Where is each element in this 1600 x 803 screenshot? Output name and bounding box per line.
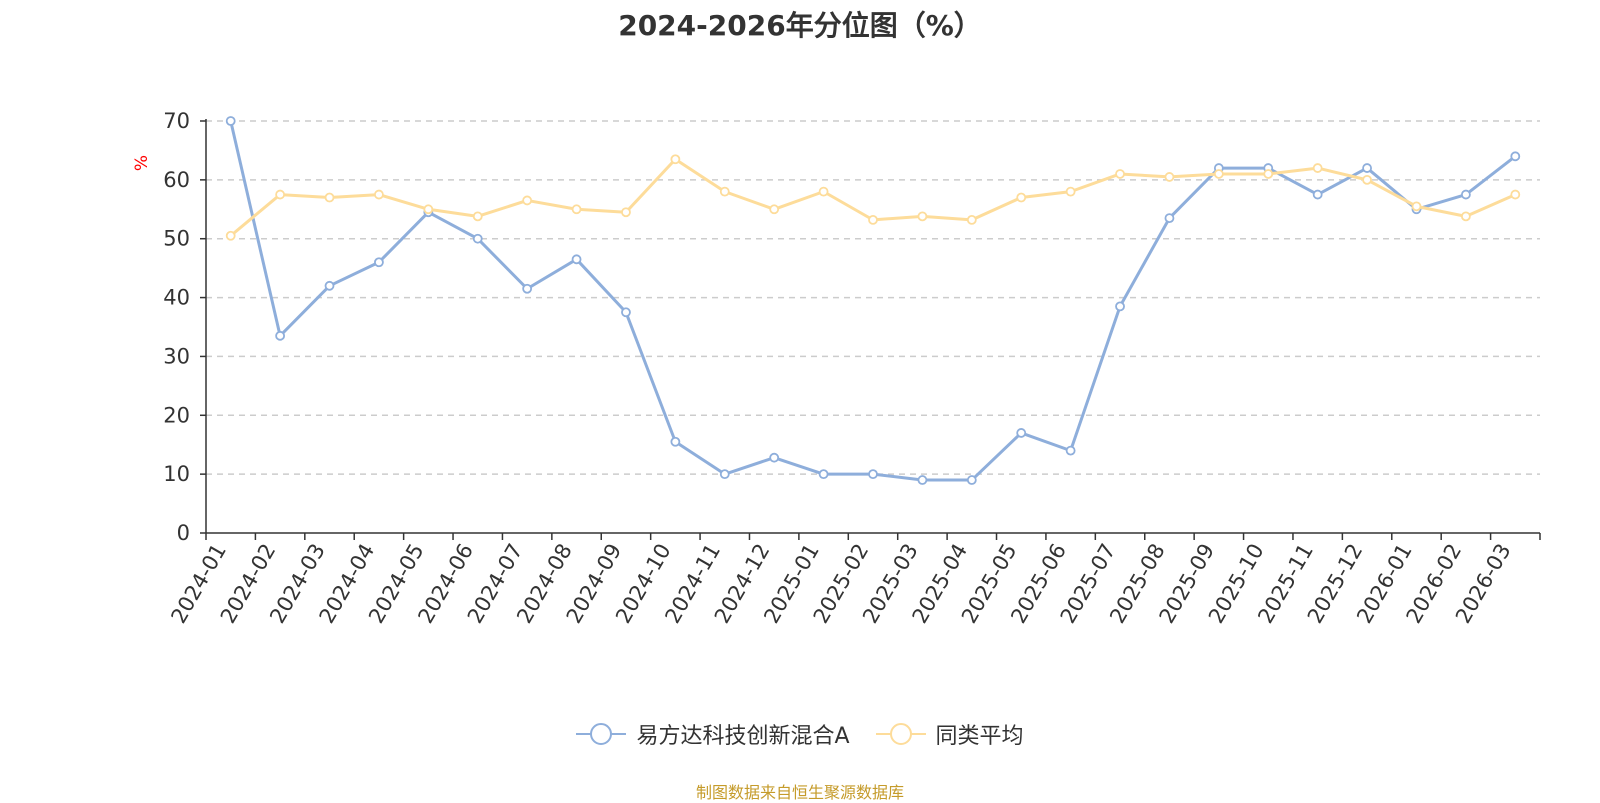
data-point [917, 211, 928, 222]
y-tick-label: 60 [163, 168, 190, 192]
data-point [818, 469, 829, 480]
data-point [621, 307, 631, 318]
data-point [670, 154, 681, 165]
data-point [324, 280, 335, 291]
y-tick-label: 50 [163, 227, 190, 251]
data-point [917, 475, 928, 485]
y-tick-label: 70 [163, 109, 190, 133]
data-point [670, 436, 681, 447]
series-1 [225, 116, 1521, 485]
data-point [1312, 189, 1323, 200]
data-point [769, 204, 780, 215]
legend-label-average: 同类平均 [935, 724, 1024, 749]
y-tick-label: 10 [163, 462, 190, 486]
data-point [1411, 201, 1422, 212]
data-point [1065, 445, 1076, 456]
data-point [275, 330, 286, 341]
data-point [818, 186, 829, 197]
data-point [472, 233, 483, 244]
legend-item-fund[interactable]: 易方达科技创新混合A [576, 718, 850, 750]
y-axis-label: % [132, 155, 152, 171]
data-point [868, 214, 878, 225]
data-point [1263, 169, 1274, 179]
data-point [966, 214, 977, 225]
data-point [1016, 428, 1027, 438]
data-point [621, 207, 631, 218]
data-point [966, 475, 977, 485]
data-point [571, 204, 582, 215]
data-point [1312, 163, 1323, 173]
y-tick-label: 20 [163, 403, 190, 427]
legend: 易方达科技创新混合A 同类平均 [0, 718, 1600, 750]
y-tick-label: 0 [177, 521, 190, 545]
data-point [1164, 213, 1175, 224]
data-point [472, 211, 483, 222]
data-point [1065, 186, 1076, 197]
grid-lines [206, 120, 1540, 475]
legend-line-marker-icon [576, 723, 627, 745]
data-point [1016, 192, 1027, 203]
chart-title: 2024-2026年分位图（%） [618, 9, 982, 42]
data-point [423, 204, 434, 215]
data-point [868, 469, 878, 480]
data-point [719, 469, 730, 480]
data-point [1510, 189, 1521, 200]
data-point [225, 116, 236, 126]
data-point [1362, 163, 1372, 173]
data-point [275, 189, 286, 200]
data-point [1164, 172, 1175, 182]
y-tick-label: 40 [163, 286, 190, 310]
series-layer [225, 116, 1521, 485]
data-point [1460, 211, 1471, 222]
data-point [374, 257, 384, 268]
line-chart: 0102030405060702024-012024-022024-032024… [132, 109, 1541, 627]
data-point [1115, 301, 1125, 312]
data-point [1510, 151, 1521, 162]
data-point [769, 452, 780, 463]
legend-item-average[interactable]: 同类平均 [875, 718, 1024, 750]
data-point [1115, 169, 1125, 179]
data-point [225, 230, 236, 241]
legend-label-fund: 易方达科技创新混合A [636, 724, 850, 749]
data-point [719, 186, 730, 197]
legend-line-marker-icon [875, 723, 926, 745]
data-point [1460, 189, 1471, 200]
data-point [324, 192, 335, 203]
data-point [1362, 174, 1372, 185]
series-line [229, 120, 1517, 482]
data-point [571, 254, 582, 265]
data-point [522, 283, 533, 294]
data-point [1213, 169, 1224, 179]
data-point [374, 189, 384, 200]
source-note: 制图数据来自恒生聚源数据库 [695, 783, 904, 802]
data-point [522, 195, 533, 206]
y-tick-label: 30 [163, 344, 190, 368]
series-2 [225, 154, 1521, 241]
